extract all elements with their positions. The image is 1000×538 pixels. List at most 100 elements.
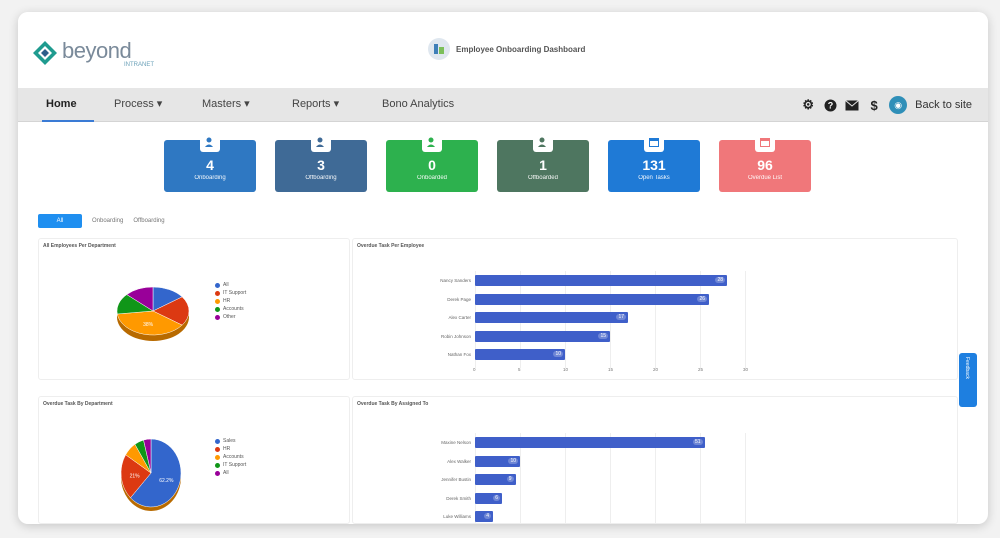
overdue-calendar-icon — [755, 132, 775, 152]
bar-category-label: Nathan Fox — [447, 352, 471, 357]
bar[interactable]: 15 — [475, 330, 610, 342]
tile-offboarding[interactable]: 3 Offboarding — [275, 132, 367, 192]
nav-reports[interactable]: Reports ▾ — [292, 98, 340, 110]
bar-category-label: Luke Williams — [443, 514, 471, 519]
brand-logo[interactable]: beyond INTRANET — [32, 38, 154, 72]
grid-line — [565, 433, 566, 524]
filter-tab-onboarding[interactable]: Onboarding — [92, 218, 124, 224]
back-to-site-link[interactable]: Back to site — [915, 99, 972, 111]
user-add-icon — [200, 132, 220, 152]
nav-process[interactable]: Process ▾ — [114, 98, 163, 110]
pie-slice[interactable] — [143, 438, 152, 474]
legend-entry[interactable]: HR — [215, 297, 246, 305]
axis-tick-label: 25 — [698, 367, 704, 372]
help-icon[interactable]: ? — [823, 98, 837, 112]
tile-onboarded[interactable]: 0 Onboarded — [386, 132, 478, 192]
legend-swatch — [215, 462, 220, 468]
axis-tick-label: 5 — [518, 367, 521, 372]
grid-line — [520, 433, 521, 524]
nav-home[interactable]: Home — [42, 88, 94, 122]
tile-open-tasks[interactable]: 131 Open Tasks — [608, 132, 700, 192]
page-title: Employee Onboarding Dashboard — [456, 44, 586, 54]
tile-label: Offboarding — [305, 175, 337, 181]
bar-value-label: 15 — [598, 332, 608, 339]
page-title-group: Employee Onboarding Dashboard — [428, 38, 585, 60]
bar-value-label: 4 — [484, 513, 491, 519]
pie-slice[interactable] — [152, 296, 190, 326]
legend-entry[interactable]: All — [215, 281, 246, 289]
nav-masters[interactable]: Masters ▾ — [202, 98, 250, 110]
card-employees-per-department: All Employees Per Department 38% All IT S… — [38, 238, 350, 380]
top-bar: beyond INTRANET Employee Onboarding Dash… — [18, 12, 988, 88]
bar-category-label: Alex Carter — [448, 315, 471, 320]
grid-line — [745, 271, 746, 368]
bar[interactable]: 10 — [475, 349, 565, 360]
pie-slice[interactable] — [126, 286, 154, 312]
card-title: Overdue Task By Department — [43, 401, 113, 407]
pie-chart-employees: 38% — [116, 286, 190, 341]
legend-label: Accounts — [223, 454, 244, 460]
bar[interactable]: 51 — [475, 437, 705, 448]
site-avatar-icon[interactable]: ◉ — [889, 96, 908, 114]
bar-value-label: 17 — [616, 314, 626, 320]
legend-entry[interactable]: HR — [215, 445, 246, 453]
main-nav: Home Process ▾ Masters ▾ Reports ▾ Bono … — [18, 88, 988, 122]
legend-swatch — [215, 446, 220, 452]
bar-category-label: Maxine Nelson — [441, 440, 471, 445]
tile-label: Open Tasks — [638, 175, 670, 181]
legend-entry[interactable]: Accounts — [215, 305, 246, 313]
feedback-label: Feedback — [964, 357, 970, 379]
card-overdue-per-employee: Overdue Task Per Employee Nancy Sanders 2… — [352, 238, 958, 380]
gear-icon[interactable]: ⚙ — [802, 97, 814, 112]
tile-value: 131 — [642, 157, 666, 173]
card-overdue-by-assignee: Overdue Task By Assigned To Maxine Nelso… — [352, 396, 958, 524]
bar[interactable]: 17 — [475, 312, 628, 323]
onboarding-app-icon — [428, 38, 450, 60]
pie-slice[interactable] — [130, 438, 182, 508]
axis-tick-label: 30 — [743, 367, 749, 372]
legend-swatch — [215, 438, 220, 444]
tile-offboarded[interactable]: 1 Offboarded — [497, 132, 589, 192]
legend-entry[interactable]: Other — [215, 313, 246, 321]
grid-line — [655, 271, 656, 368]
bar[interactable]: 9 — [475, 474, 516, 485]
filter-tab-all[interactable]: All — [38, 214, 82, 228]
grid-line — [610, 433, 611, 524]
tile-overdue-list[interactable]: 96 Overdue List — [719, 132, 811, 192]
dollar-icon[interactable]: $ — [870, 97, 878, 113]
nav-analytics[interactable]: Bono Analytics — [382, 98, 455, 110]
bar-category-label: Derek Smith — [446, 495, 471, 501]
mail-icon[interactable] — [845, 98, 859, 112]
bar-value-label: 51 — [692, 439, 703, 445]
legend-entry[interactable]: IT Support — [215, 289, 246, 297]
legend-label: IT Support — [223, 290, 247, 296]
tile-onboarding[interactable]: 4 Onboarding — [164, 132, 256, 192]
bar[interactable]: 6 — [475, 492, 502, 504]
bar[interactable]: 28 — [475, 275, 727, 286]
bar[interactable]: 26 — [475, 293, 709, 305]
legend-entry[interactable]: Sales — [215, 437, 246, 445]
svg-text:?: ? — [827, 100, 833, 110]
pie-slice[interactable] — [116, 310, 183, 336]
bar[interactable]: 10 — [475, 455, 520, 467]
tile-label: Offboarded — [528, 175, 558, 181]
bar[interactable]: 4 — [475, 511, 493, 522]
tile-label: Overdue List — [747, 175, 783, 181]
legend-entry[interactable]: All — [215, 469, 246, 477]
pie-slice[interactable] — [120, 454, 152, 499]
legend-swatch — [215, 314, 220, 320]
legend-swatch — [215, 282, 220, 288]
legend-label: HR — [223, 298, 231, 304]
tile-value: 4 — [206, 157, 214, 173]
pie-legend: Sales HR Accounts IT Support All — [215, 437, 246, 477]
axis-tick-label: 20 — [653, 367, 659, 372]
brand-logo-icon — [33, 41, 57, 65]
legend-swatch — [215, 298, 220, 304]
bar-value-label: 28 — [715, 277, 725, 283]
legend-entry[interactable]: Accounts — [215, 453, 246, 461]
bar-value-label: 10 — [508, 457, 518, 464]
legend-entry[interactable]: IT Support — [215, 461, 246, 469]
legend-swatch — [215, 306, 220, 312]
filter-tab-offboarding[interactable]: Offboarding — [133, 218, 165, 224]
feedback-button[interactable]: Feedback — [959, 353, 977, 407]
